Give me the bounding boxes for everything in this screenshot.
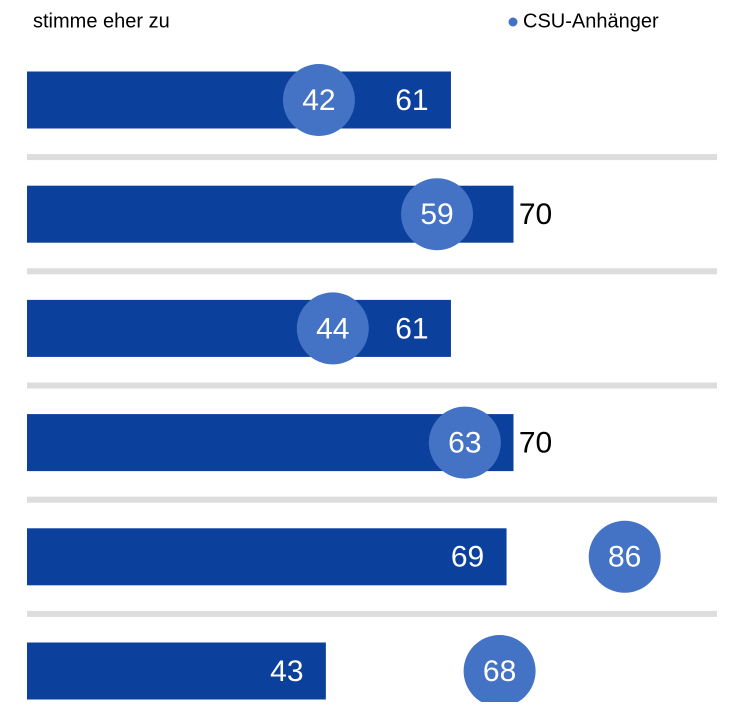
bar-value-label: 70: [519, 198, 552, 231]
dot-value-label: 63: [448, 427, 481, 460]
dot: [296, 292, 369, 365]
legend-marker: [508, 17, 518, 27]
separator: [27, 496, 717, 503]
dot-value-label: 86: [608, 541, 641, 574]
dot-value-label: 59: [420, 198, 453, 231]
dot-legend-label: CSU-Anhänger: [523, 10, 659, 32]
separator: [27, 154, 717, 161]
dot: [588, 520, 661, 593]
bar: [27, 528, 507, 586]
separator: [27, 382, 717, 389]
dot: [401, 178, 474, 251]
bar-value-label: 61: [395, 312, 428, 345]
bar-value-label: 69: [451, 541, 484, 574]
bar-value-label: 61: [395, 84, 428, 117]
bar: [27, 299, 451, 357]
bar-value-label: 43: [270, 655, 303, 688]
bar-legend-label: stimme eher zu: [33, 10, 170, 32]
dot: [428, 406, 501, 479]
dot: [463, 635, 536, 707]
dot-value-label: 68: [483, 655, 516, 688]
separator: [27, 268, 717, 275]
dot-value-label: 44: [316, 312, 349, 345]
dot: [282, 64, 355, 136]
dot-value-label: 42: [302, 84, 335, 117]
bar: [27, 642, 326, 700]
bar-value-label: 70: [519, 427, 552, 460]
separator: [27, 610, 717, 617]
bar: [27, 71, 451, 129]
